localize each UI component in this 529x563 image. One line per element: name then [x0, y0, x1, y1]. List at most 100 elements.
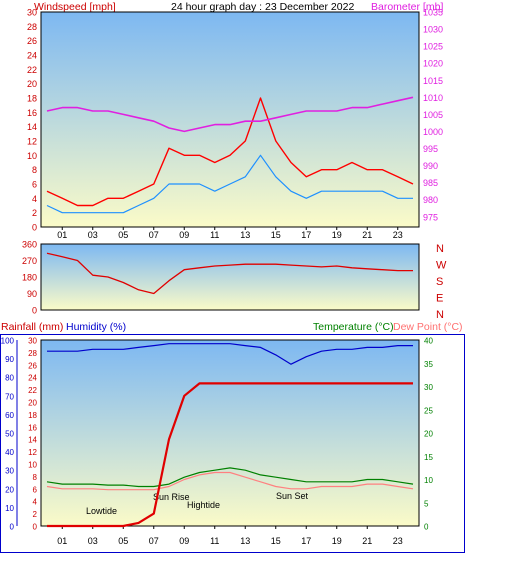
- direction-panel-bg: [40, 243, 420, 311]
- hour-tick-label-bottom: 01: [57, 536, 67, 546]
- wind-gust-line: [46, 97, 414, 207]
- hour-tick-label: 11: [210, 230, 219, 240]
- barometer-tick-label: 1000: [423, 127, 443, 137]
- hour-tick-label-bottom: 05: [118, 536, 128, 546]
- barometer-tick-label: 1005: [423, 110, 443, 120]
- hour-tick-label-bottom: 09: [179, 536, 189, 546]
- bottom-panel-bg: [40, 339, 420, 527]
- temperature-tick-label: 10: [424, 476, 433, 485]
- hour-tick-label-bottom: 11: [210, 536, 219, 546]
- wind-tick-label: 28: [27, 22, 37, 32]
- humidity-tick-label: 50: [5, 430, 14, 439]
- compass-label: W: [436, 260, 447, 272]
- wind-direction-line: [46, 252, 413, 295]
- right-axis-label: Barometer [mb]: [371, 1, 443, 13]
- temperature-tick-label: 0: [424, 523, 429, 532]
- wind-tick-label: 18: [27, 94, 37, 104]
- direction-tick-label: 180: [22, 273, 37, 283]
- sunset-annotation: Sun Set: [276, 491, 309, 501]
- graph-title: 24 hour graph day : 23 December 2022: [171, 1, 354, 13]
- wind-tick-label: 14: [27, 122, 37, 132]
- sunrise-annotation: Sun Rise: [153, 492, 190, 502]
- temperature-tick-label: 20: [424, 430, 433, 439]
- wind-tick-label: 4: [32, 194, 37, 204]
- temperature-tick-label: 35: [424, 360, 433, 369]
- hour-tick-label: 15: [271, 230, 281, 240]
- rain-tick-label: 22: [28, 386, 37, 395]
- humidity-tick-label: 90: [5, 355, 14, 364]
- hour-tick-label-bottom: 17: [301, 536, 311, 546]
- hour-tick-label-bottom: 21: [362, 536, 372, 546]
- hour-tick-label: 21: [362, 230, 372, 240]
- hour-tick-label-bottom: 07: [149, 536, 159, 546]
- hour-tick-label-bottom: 13: [240, 536, 250, 546]
- humidity-tick-label: 10: [5, 504, 14, 513]
- rain-tick-label: 28: [28, 349, 37, 358]
- wind-tick-label: 20: [27, 79, 37, 89]
- temperature-tick-label: 15: [424, 453, 433, 462]
- barometer-tick-label: 975: [423, 212, 438, 222]
- hour-tick-label: 23: [393, 230, 403, 240]
- humidity-line: [47, 343, 413, 365]
- dewpoint-line: [46, 471, 414, 491]
- wind-tick-label: 6: [32, 180, 37, 190]
- bottom-frame: [0, 334, 465, 553]
- rain-tick-label: 12: [28, 448, 37, 457]
- rainfall-label: Rainfall (mm): [1, 321, 63, 333]
- rain-tick-label: 6: [33, 485, 38, 494]
- barometer-tick-label: 1015: [423, 76, 443, 86]
- hour-tick-label: 03: [88, 230, 98, 240]
- compass-label: N: [436, 309, 444, 321]
- rain-tick-label: 4: [33, 498, 38, 507]
- hour-tick-label: 07: [149, 230, 159, 240]
- rain-tick-label: 10: [28, 461, 37, 470]
- rain-tick-label: 30: [28, 337, 37, 346]
- wind-panel-bg: [40, 11, 420, 228]
- lowtide-annotation: Lowtide: [86, 506, 117, 516]
- hour-tick-label: 05: [118, 230, 128, 240]
- wind-tick-label: 24: [27, 51, 37, 61]
- wind-tick-label: 26: [27, 36, 37, 46]
- wind-tick-label: 2: [32, 208, 37, 218]
- humidity-tick-label: 70: [5, 392, 14, 401]
- hour-tick-label: 17: [301, 230, 311, 240]
- temperature-tick-label: 5: [424, 499, 429, 508]
- direction-tick-label: 0: [32, 306, 37, 316]
- wind-tick-label: 22: [27, 65, 37, 75]
- direction-tick-label: 360: [22, 240, 37, 250]
- temperature-line: [46, 467, 414, 488]
- rain-tick-label: 26: [28, 361, 37, 370]
- temperature-tick-label: 25: [424, 406, 433, 415]
- humidity-tick-label: 20: [5, 485, 14, 494]
- barometer-tick-label: 985: [423, 178, 438, 188]
- barometer-tick-label: 1035: [423, 8, 443, 18]
- barometer-tick-label: 1010: [423, 93, 443, 103]
- rain-tick-label: 2: [33, 510, 38, 519]
- rain-tick-label: 14: [28, 436, 37, 445]
- hour-tick-label-bottom: 19: [332, 536, 342, 546]
- hour-tick-label: 01: [57, 230, 67, 240]
- wind-average-line: [46, 154, 413, 214]
- hour-tick-label-bottom: 03: [88, 536, 98, 546]
- barometer-tick-label: 990: [423, 161, 438, 171]
- wind-tick-label: 16: [27, 108, 37, 118]
- hour-tick-label-bottom: 15: [271, 536, 281, 546]
- humidity-tick-label: 30: [5, 467, 14, 476]
- temperature-tick-label: 40: [424, 337, 433, 346]
- humidity-tick-label: 80: [5, 374, 14, 383]
- humidity-label: Humidity (%): [66, 321, 126, 333]
- hour-tick-label: 19: [332, 230, 342, 240]
- barometer-line: [46, 96, 414, 133]
- humidity-tick-label: 100: [1, 337, 15, 346]
- wind-tick-label: 30: [27, 8, 37, 18]
- wind-tick-label: 8: [32, 165, 37, 175]
- rainfall-line: [47, 382, 413, 528]
- compass-label: N: [436, 243, 444, 255]
- left-axis-label: Windspeed [mph]: [34, 1, 116, 13]
- rain-tick-label: 18: [28, 411, 37, 420]
- hour-tick-label-bottom: 23: [393, 536, 403, 546]
- humidity-tick-label: 60: [5, 411, 14, 420]
- direction-tick-label: 270: [22, 256, 37, 266]
